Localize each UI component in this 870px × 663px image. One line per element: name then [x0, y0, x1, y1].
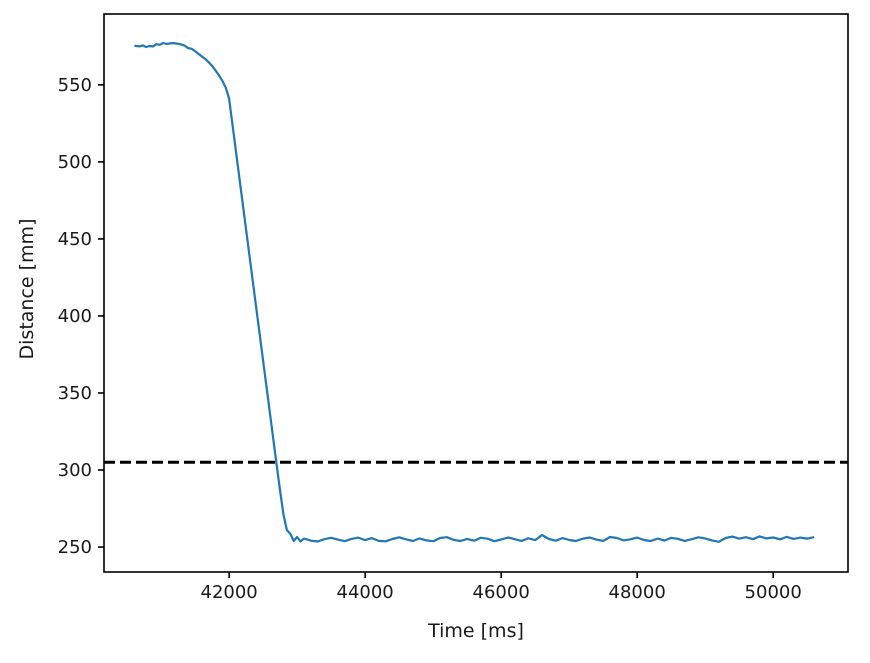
y-tick-label: 350	[58, 383, 92, 404]
y-axis-label: Distance [mm]	[16, 218, 38, 360]
x-tick-label: 48000	[609, 582, 666, 603]
plot-spines	[103, 13, 849, 573]
x-tick-label: 46000	[473, 582, 530, 603]
y-tick-label: 300	[58, 460, 92, 481]
y-tick-label: 450	[58, 229, 92, 250]
x-tick-label: 50000	[745, 582, 802, 603]
y-tick-label: 500	[58, 152, 92, 173]
x-axis-label: Time [ms]	[428, 620, 524, 642]
y-tick-label: 400	[58, 306, 92, 327]
y-tick-label: 550	[58, 75, 92, 96]
y-tick-label: 250	[58, 537, 92, 558]
x-tick-label: 44000	[337, 582, 394, 603]
x-tick-label: 42000	[201, 582, 258, 603]
series-line-distance	[134, 41, 815, 543]
